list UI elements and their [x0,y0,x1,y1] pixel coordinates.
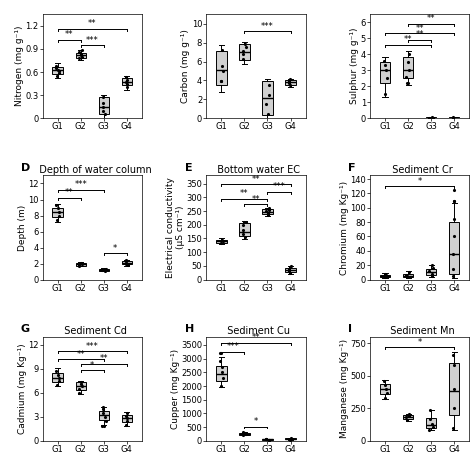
Text: I: I [348,324,352,334]
PathPatch shape [75,53,86,58]
PathPatch shape [75,263,86,265]
PathPatch shape [239,433,250,435]
PathPatch shape [449,222,459,274]
Text: **: ** [65,30,73,39]
Text: **: ** [100,355,108,364]
Title:   Sediment Cu: Sediment Cu [221,326,291,336]
PathPatch shape [262,439,273,440]
PathPatch shape [239,223,250,236]
PathPatch shape [239,44,250,60]
PathPatch shape [99,269,109,271]
PathPatch shape [380,274,390,277]
Text: **: ** [88,19,97,28]
Text: *: * [418,337,422,346]
Text: D: D [21,163,30,173]
Text: **: ** [240,189,249,198]
Y-axis label: Electrical conductivity
(μS cm⁻¹): Electrical conductivity (μS cm⁻¹) [165,177,185,278]
Y-axis label: Cadmium (mg Kg⁻¹): Cadmium (mg Kg⁻¹) [18,344,27,434]
Text: ***: *** [273,182,285,191]
PathPatch shape [122,78,132,85]
PathPatch shape [53,373,63,383]
PathPatch shape [403,415,413,419]
PathPatch shape [53,67,63,74]
Y-axis label: Carbon (mg g⁻¹): Carbon (mg g⁻¹) [181,29,190,103]
PathPatch shape [285,438,296,439]
PathPatch shape [285,81,296,85]
PathPatch shape [122,261,132,264]
Text: *: * [254,417,258,426]
Title:   Sediment Cd: Sediment Cd [58,326,127,336]
Text: H: H [184,324,194,334]
PathPatch shape [285,268,296,272]
PathPatch shape [216,240,227,243]
PathPatch shape [53,208,63,217]
Text: *: * [90,361,94,370]
Text: ***: *** [261,22,274,31]
Text: G: G [21,324,30,334]
Text: **: ** [76,350,85,359]
Text: *: * [418,177,422,186]
PathPatch shape [216,51,227,85]
Text: **: ** [415,30,424,39]
PathPatch shape [75,383,86,391]
Title:   Depth of water column: Depth of water column [33,165,152,175]
Text: **: ** [65,188,73,197]
Y-axis label: Manganese (mg Kg⁻¹): Manganese (mg Kg⁻¹) [339,339,348,438]
PathPatch shape [449,117,459,118]
PathPatch shape [426,117,437,118]
Text: ***: *** [74,181,87,190]
Y-axis label: Depth (m): Depth (m) [18,204,27,251]
Text: **: ** [252,175,260,184]
PathPatch shape [99,411,109,420]
Y-axis label: Sulphur (mg g⁻¹): Sulphur (mg g⁻¹) [350,28,359,104]
Text: **: ** [427,14,436,23]
PathPatch shape [262,82,273,116]
PathPatch shape [380,383,390,394]
PathPatch shape [262,210,273,214]
Text: **: ** [252,333,260,342]
Text: *: * [113,244,118,253]
Title:   Sediment Cr: Sediment Cr [386,165,453,175]
PathPatch shape [449,363,459,415]
Text: F: F [348,163,356,173]
Title:   Sediment Mn: Sediment Mn [384,326,455,336]
PathPatch shape [403,274,413,277]
Text: **: ** [415,24,424,33]
Text: **: ** [252,195,260,204]
PathPatch shape [403,57,413,78]
Text: E: E [184,163,192,173]
PathPatch shape [122,415,132,422]
PathPatch shape [426,418,437,428]
PathPatch shape [216,365,227,381]
PathPatch shape [380,62,390,83]
Text: **: ** [404,35,412,44]
Text: ***: *** [227,342,239,351]
Text: ***: *** [86,342,99,351]
Y-axis label: Cupper (mg Kg⁻¹): Cupper (mg Kg⁻¹) [171,349,180,429]
Y-axis label: Nitrogen (mg g⁻¹): Nitrogen (mg g⁻¹) [15,26,24,107]
PathPatch shape [426,269,437,274]
Y-axis label: Chromium (mg Kg⁻¹): Chromium (mg Kg⁻¹) [340,181,349,274]
Text: ***: *** [86,36,99,45]
PathPatch shape [99,98,109,114]
Title:   Bottom water EC: Bottom water EC [211,165,301,175]
